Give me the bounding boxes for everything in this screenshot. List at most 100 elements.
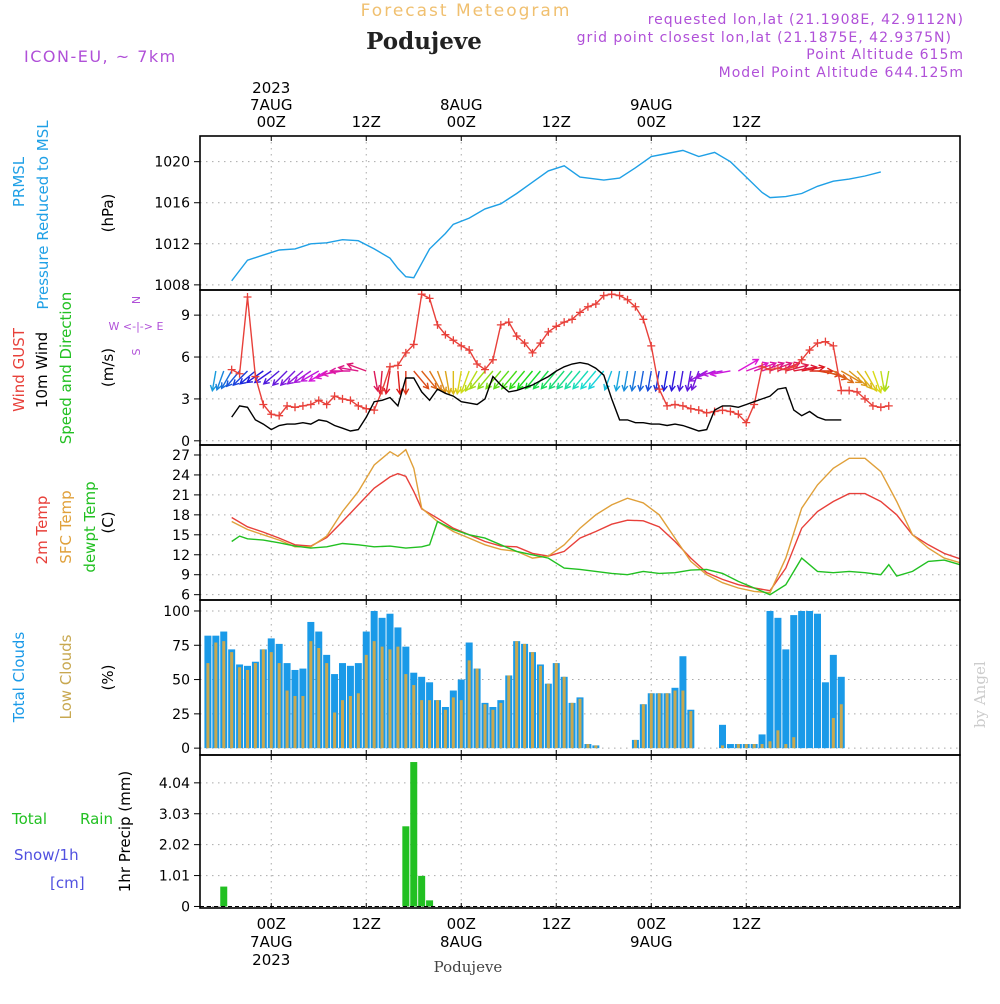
gust-marker	[496, 320, 505, 329]
wind-arrow	[464, 370, 478, 393]
wind-arrow-head	[516, 382, 524, 390]
compass-north: N	[130, 296, 143, 304]
gust-marker	[409, 340, 418, 349]
pressure-ytick-label: 1020	[154, 155, 190, 171]
wind-arrow-shaft	[421, 370, 437, 390]
gust-marker	[275, 411, 284, 420]
low-cloud-bar	[546, 683, 550, 749]
bottom-time-label: 12Z	[352, 915, 381, 933]
temperature-ytick-label: 12	[172, 548, 190, 564]
wind-arrow-head	[668, 384, 676, 393]
frame-layer	[194, 135, 961, 909]
wind-arrow	[621, 370, 629, 393]
gust-marker	[306, 400, 315, 409]
wind-arrow-shaft	[840, 370, 862, 384]
wind-arrow-shaft	[623, 370, 629, 391]
gust-marker	[560, 318, 569, 327]
wind-arrow	[286, 370, 304, 385]
low-cloud-bar	[499, 702, 503, 749]
wind-arrow-shaft	[397, 370, 401, 394]
gust-marker	[758, 362, 767, 371]
gust-marker	[829, 341, 838, 350]
rain-bar	[220, 886, 228, 907]
low-cloud-bar	[261, 649, 265, 749]
gust-marker	[354, 401, 363, 410]
wind-label-10m: 10m Wind	[33, 332, 51, 408]
gust-marker	[568, 315, 577, 324]
top-time-label: 12Z	[352, 113, 381, 131]
precip-label-total: Total	[11, 810, 47, 828]
total-cloud-bar	[758, 734, 766, 749]
wind-arrow	[396, 370, 403, 396]
wind-arrow-shaft	[604, 370, 613, 391]
wind-arrow-shaft	[373, 370, 379, 391]
bottom-time-label: 2023	[252, 951, 290, 969]
bottom-time-label: 9AUG	[630, 933, 672, 951]
gust-marker	[465, 346, 474, 355]
wind-arrow-shaft	[221, 370, 233, 389]
clouds-ytick-label: 50	[172, 673, 190, 689]
gust-marker	[283, 401, 292, 410]
wind-arrow-shaft	[301, 370, 320, 382]
wind-arrow-shaft	[793, 366, 817, 372]
bottom-time-label: 12Z	[732, 915, 761, 933]
wind-arrow-head	[262, 378, 270, 385]
gust-marker	[401, 348, 410, 357]
wind-arrow-shaft	[884, 370, 890, 391]
wind-arrow-shaft	[338, 366, 359, 372]
top-time-label: 12Z	[732, 113, 761, 131]
precip-unit-label: 1hr Precip (mm)	[116, 771, 134, 892]
wind-arrow-shaft	[864, 370, 878, 392]
wind-arrow	[676, 370, 684, 393]
top-time-label: 00Z	[257, 113, 286, 131]
gust-marker	[552, 322, 561, 331]
low-cloud-bar	[380, 646, 384, 749]
low-cloud-bar	[372, 641, 376, 749]
low-cloud-bar	[317, 648, 321, 749]
wind-arrow	[413, 370, 430, 390]
gust-marker	[591, 299, 600, 308]
wind-arrow-head	[337, 364, 345, 372]
wind-arrow	[337, 364, 359, 372]
wind-arrow-head	[346, 362, 354, 370]
wind-arrow	[271, 370, 288, 387]
temperature-ytick-label: 24	[172, 468, 190, 484]
wind-arrow	[872, 370, 883, 394]
low-cloud-bar	[736, 744, 740, 749]
temperature-ytick-label: 18	[172, 508, 190, 524]
bottom-time-label: 00Z	[447, 915, 476, 933]
gust-marker	[512, 332, 521, 341]
wind-arrow-head	[232, 379, 240, 387]
wind-arrow	[402, 370, 410, 396]
temperature-ytick-label: 27	[172, 448, 190, 464]
low-cloud-bar	[538, 665, 542, 749]
wind-arrow-shaft	[678, 370, 684, 391]
gust-marker	[520, 339, 529, 348]
low-cloud-bar	[515, 641, 519, 749]
low-cloud-bar	[839, 704, 843, 749]
model-altitude: Model Point Altitude 644.125m	[719, 65, 964, 81]
wind-arrow	[637, 370, 645, 393]
wind-arrow-shaft	[548, 370, 565, 390]
wind-arrow	[661, 370, 668, 393]
gust-marker	[583, 302, 592, 311]
low-cloud-bar	[356, 693, 360, 749]
wind-arrow-head	[477, 382, 484, 390]
wind-arrow-shaft	[832, 370, 854, 384]
wind-arrow-head	[321, 370, 329, 378]
low-cloud-bar	[388, 649, 392, 749]
label-layer: 1008 1012 1016 1020 (hPa) PRMSL Pressure Reduc…	[10, 79, 761, 969]
wind-arrow	[346, 362, 367, 372]
wind-arrow-head	[709, 370, 717, 378]
gust-marker	[370, 406, 379, 415]
low-cloud-bar	[483, 704, 487, 749]
rain-bar	[410, 762, 418, 907]
precip-label-rain: Rain	[80, 810, 113, 828]
gust-marker	[813, 339, 822, 348]
gust-marker	[797, 355, 806, 364]
low-cloud-bar	[206, 663, 210, 749]
wind-arrow	[279, 370, 296, 387]
wind-arrow	[864, 370, 878, 393]
low-cloud-bar	[752, 744, 756, 749]
